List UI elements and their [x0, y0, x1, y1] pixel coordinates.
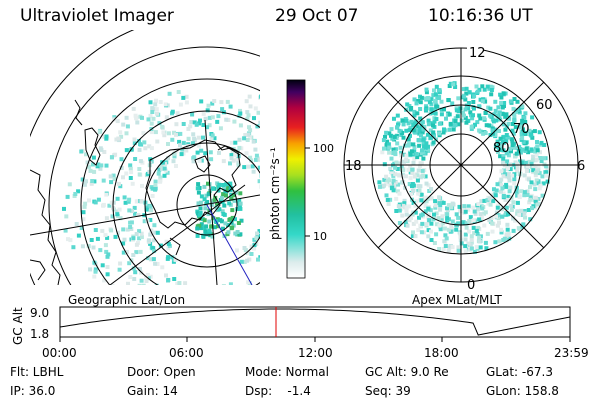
colorbar-unit-label: photon cm⁻²s⁻¹ — [268, 147, 282, 240]
altitude-ytick-bottom: 1.8 — [30, 327, 49, 341]
mode-info: Mode: Normal — [245, 365, 329, 379]
altitude-xtick-2: 12:00 — [298, 346, 333, 360]
altitude-x-ticks — [59, 337, 571, 342]
mlt-12-bg — [467, 45, 483, 59]
mlt-label-6: 6 — [577, 159, 585, 174]
door-info: Door: Open — [127, 365, 196, 379]
gain-info: Gain: 14 — [127, 384, 178, 398]
colorbar — [286, 79, 306, 279]
date-label: 29 Oct 07 — [275, 6, 359, 26]
mlt-label-18: 18 — [345, 159, 362, 174]
altitude-xtick-4: 23:59 — [554, 346, 589, 360]
dsp-info: Dsp: -1.4 — [245, 384, 311, 398]
altitude-xtick-3: 18:00 — [424, 346, 459, 360]
filter-info: Flt: LBHL — [10, 365, 64, 379]
glon-info: GLon: 158.8 — [486, 384, 559, 398]
time-label: 10:16:36 UT — [428, 6, 533, 26]
mlat-label-60: 60 — [536, 98, 553, 113]
right-panel-label: Apex MLat/MLT — [412, 293, 502, 307]
geographic-map — [30, 30, 260, 285]
mlt-spokes — [344, 48, 578, 282]
seq-info: Seq: 39 — [365, 384, 411, 398]
altitude-curve — [59, 308, 571, 336]
colorbar-ticks — [305, 147, 310, 237]
polar-plot: 12 18 6 0 60 70 80 — [343, 45, 585, 293]
altitude-ylabel: GC Alt — [11, 307, 25, 345]
altitude-ytick-top: 9.0 — [30, 306, 49, 320]
coastlines — [30, 99, 241, 285]
right-aurora-oval — [377, 81, 550, 254]
mlt-label-0: 0 — [467, 278, 475, 293]
mlat-label-70: 70 — [513, 122, 530, 137]
altitude-plot: GC Alt 9.0 1.8 00:00 06:00 12:00 18:00 2… — [11, 306, 589, 360]
terminator-line — [206, 204, 253, 285]
left-aurora-oval — [62, 90, 260, 285]
gc-alt-info: GC Alt: 9.0 Re — [365, 365, 449, 379]
glat-info: GLat: -67.3 — [486, 365, 553, 379]
colorbar-tick-10: 10 — [313, 230, 327, 243]
mlt-label-12: 12 — [469, 46, 486, 61]
instrument-title: Ultraviolet Imager — [20, 6, 174, 26]
ip-info: IP: 36.0 — [10, 384, 56, 398]
colorbar-tick-100: 100 — [313, 142, 334, 155]
mlat-label-80: 80 — [493, 141, 510, 156]
altitude-xtick-1: 06:00 — [169, 346, 204, 360]
altitude-xtick-0: 00:00 — [42, 346, 77, 360]
meridians — [30, 119, 260, 285]
left-panel-label: Geographic Lat/Lon — [68, 293, 185, 307]
